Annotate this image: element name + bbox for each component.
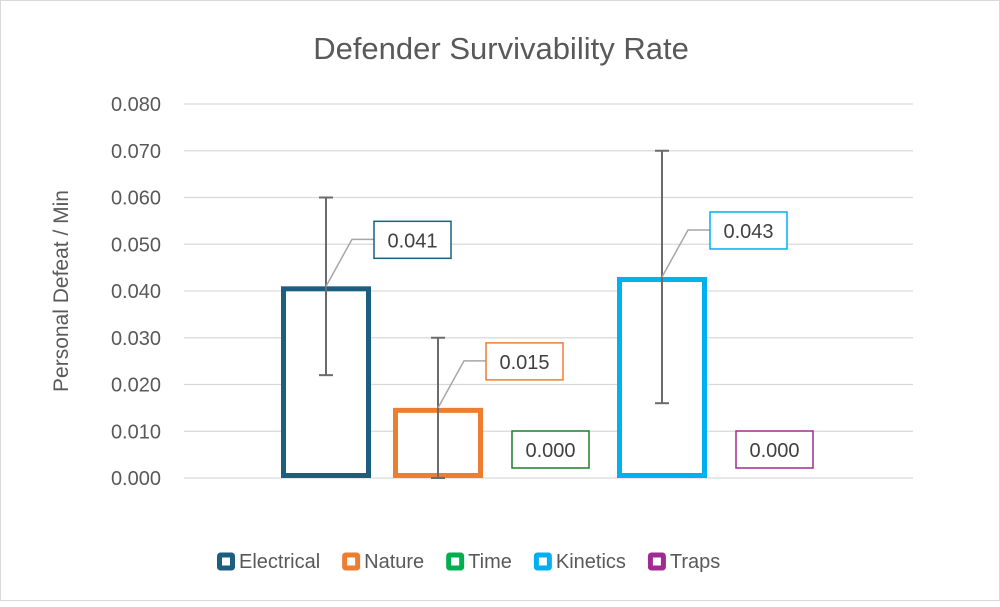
y-axis-label: Personal Defeat / Min: [50, 190, 73, 392]
y-axis-ticks: 0.000 0.010 0.020 0.030 0.040 0.050 0.060 0.070…: [111, 94, 161, 490]
legend-label: Electrical: [239, 551, 320, 573]
data-label-box: [373, 220, 452, 260]
data-labels: 0.041 0.015 0.000 0.043 0.000: [325, 211, 814, 469]
data-label-kinetics: 0.043: [723, 221, 773, 243]
legend-label: Time: [468, 551, 512, 573]
data-label-traps: 0.000: [749, 440, 799, 462]
legend-label: Kinetics: [556, 551, 626, 573]
y-tick-label: 0.080: [111, 94, 161, 116]
data-label-box: [709, 211, 788, 250]
legend-item-traps: Traps: [647, 551, 720, 573]
legend-swatch: [446, 552, 465, 571]
y-tick-label: 0.060: [111, 188, 161, 210]
legend-swatch: [342, 552, 361, 571]
data-label-nature: 0.015: [499, 352, 549, 374]
legend-label: Nature: [364, 551, 424, 573]
legend-swatch: [217, 552, 235, 571]
y-tick-label: 0.000: [111, 468, 161, 490]
legend-item-nature: Nature: [342, 551, 424, 573]
y-tick-label: 0.020: [111, 375, 161, 397]
error-bars: [319, 149, 669, 479]
data-label-electrical: 0.041: [387, 230, 437, 252]
data-label-box: [485, 342, 564, 381]
y-tick-label: 0.070: [111, 141, 161, 163]
data-label-box: [735, 430, 814, 469]
data-label-box: [511, 430, 590, 469]
y-tick-label: 0.040: [111, 281, 161, 303]
legend-swatch: [533, 552, 552, 571]
leader-line: [437, 360, 486, 409]
y-tick-label: 0.030: [111, 328, 161, 350]
legend: Electrical Nature Time Kinetics Traps: [217, 551, 720, 573]
leader-line: [325, 238, 374, 287]
legend-item-kinetics: Kinetics: [533, 551, 626, 573]
y-tick-label: 0.010: [111, 421, 161, 443]
legend-item-time: Time: [446, 551, 512, 573]
legend-item-electrical: Electrical: [217, 551, 320, 573]
y-tick-label: 0.050: [111, 234, 161, 256]
chart-title: Defender Survivability Rate: [313, 31, 689, 66]
legend-label: Traps: [670, 551, 720, 573]
data-label-time: 0.000: [525, 440, 575, 462]
leader-line: [661, 229, 710, 278]
legend-swatch: [647, 552, 666, 571]
